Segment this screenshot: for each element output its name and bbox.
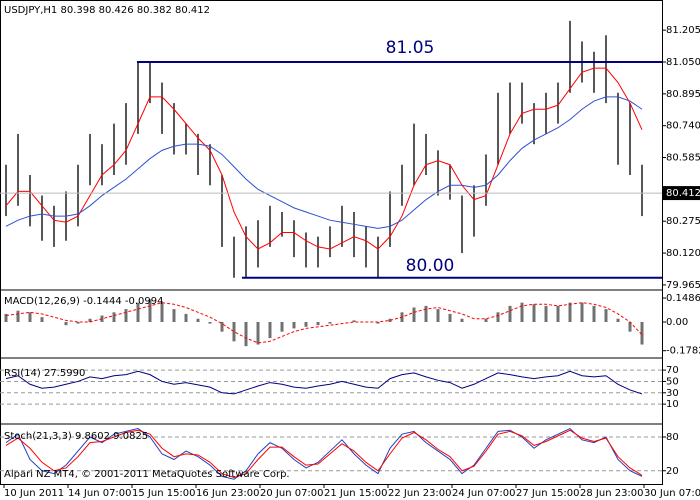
- level-label: 80.00: [406, 256, 455, 276]
- x-tick-label: 14 Jun 07:00: [68, 488, 132, 499]
- x-tick-label: 22 Jun 23:00: [388, 488, 452, 499]
- y-tick-label: 0.1486: [666, 293, 700, 304]
- x-tick-label: 27 Jun 15:00: [516, 488, 580, 499]
- panel-title: Stoch(21,3,3) 9.8602 9.0825: [4, 431, 148, 442]
- y-tick-label: 80.275: [666, 216, 700, 227]
- y-tick-label: 80.740: [666, 121, 700, 132]
- y-tick-label: 79.965: [666, 280, 700, 291]
- y-tick-label: 80.895: [666, 89, 700, 100]
- panel-title: USDJPY,H1 80.398 80.426 80.382 80.412: [4, 5, 210, 16]
- y-tick-label: -0.1782: [666, 346, 700, 357]
- y-tick-label: 81.050: [666, 57, 700, 68]
- plot-frame: [0, 0, 663, 485]
- x-tick-label: 28 Jun 23:00: [580, 488, 644, 499]
- x-tick-label: 15 Jun 15:00: [132, 488, 196, 499]
- y-tick-label: 20: [666, 466, 679, 477]
- moving-average: [5, 96, 643, 229]
- y-tick-label: 70: [666, 365, 679, 376]
- indicator-line: [5, 427, 643, 480]
- x-tick-label: 21 Jun 15:00: [324, 488, 388, 499]
- x-tick-label: 20 Jun 07:00: [260, 488, 324, 499]
- y-tick-label: 10: [666, 399, 679, 410]
- x-tick-label: 30 Jun 07:00: [644, 488, 700, 499]
- y-tick-label: 30: [666, 388, 679, 399]
- last-price-label: 80.412: [666, 188, 700, 199]
- y-tick-label: 80: [666, 432, 679, 443]
- y-tick-label: 0.00: [666, 317, 688, 328]
- x-tick-label: 24 Jun 07:00: [452, 488, 516, 499]
- x-tick-label: 16 Jun 23:00: [196, 488, 260, 499]
- last-price-box: [663, 186, 700, 201]
- y-tick-label: 50: [666, 376, 679, 387]
- panel-title: RSI(14) 27.5990: [4, 368, 85, 379]
- level-label: 81.05: [386, 38, 435, 58]
- indicator-line: [5, 429, 643, 479]
- copyright: Alpari NZ MT4, © 2001-2011 MetaQuotes So…: [4, 469, 290, 480]
- indicator-line: [5, 370, 643, 395]
- y-tick-label: 80.120: [666, 248, 700, 259]
- panel-title: MACD(12,26,9) -0.1444 -0.0994: [4, 296, 164, 307]
- x-tick-label: 10 Jun 2011: [4, 488, 64, 499]
- moving-average: [5, 67, 643, 250]
- macd-signal: [5, 302, 643, 344]
- y-tick-label: 80.585: [666, 153, 700, 164]
- y-tick-label: 81.205: [666, 25, 700, 36]
